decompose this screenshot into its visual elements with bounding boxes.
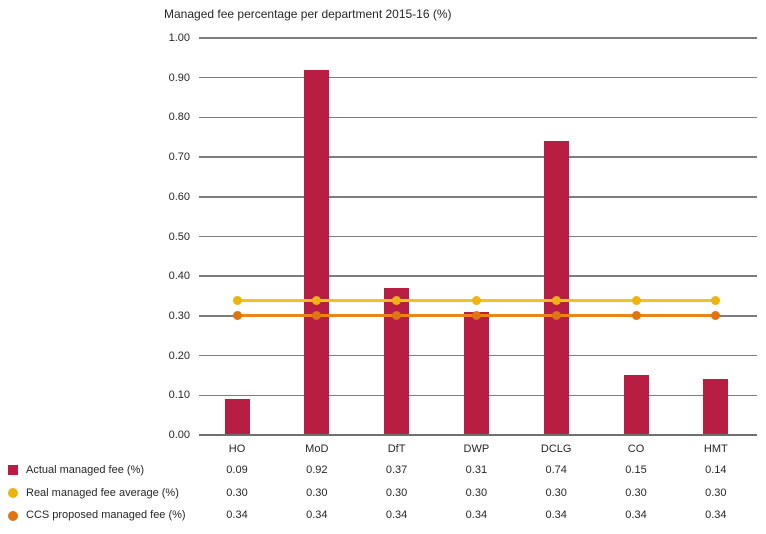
legend-swatch-circle-2 <box>8 510 18 521</box>
y-tick-label: 0.70 <box>168 151 190 164</box>
table-cell: 0.34 <box>385 509 408 521</box>
table-cell: 0.74 <box>545 464 567 476</box>
x-axis-label-MoD: MoD <box>305 442 329 455</box>
gridline <box>199 275 757 277</box>
legend-label: Actual managed fee (%) <box>26 464 145 476</box>
table-cell: 0.37 <box>385 464 408 476</box>
gridline <box>199 235 757 238</box>
chart-title: Managed fee percentage per department 20… <box>164 7 452 21</box>
table-cell: 0.92 <box>306 464 328 476</box>
x-axis-label-CO: CO <box>627 442 645 455</box>
x-axis-label-HMT: HMT <box>703 442 728 455</box>
orange-line-marker-HMT <box>711 311 721 321</box>
table-cell: 0.30 <box>465 486 488 499</box>
legend-swatch-circle-1 <box>8 487 18 498</box>
table-cell: 0.34 <box>625 509 647 521</box>
bar-DfT <box>384 288 410 435</box>
gridline <box>199 37 757 39</box>
y-tick-label: 0.50 <box>168 230 190 243</box>
table-cell: 0.31 <box>465 464 488 476</box>
x-axis-label-DfT: DfT <box>387 442 406 455</box>
y-tick-label: 0.00 <box>168 429 190 441</box>
x-axis-label-HO: HO <box>228 442 246 455</box>
y-tick-label: 0.60 <box>168 190 190 203</box>
table-cell: 0.30 <box>545 486 567 499</box>
orange-line-marker-DCLG <box>551 311 561 321</box>
table-cell: 0.34 <box>226 509 248 521</box>
y-tick-label: 1.00 <box>168 32 190 44</box>
bar-DWP <box>463 311 489 435</box>
legend-swatch-square-0 <box>8 464 18 475</box>
orange-line-marker-CO <box>631 311 641 321</box>
yellow-line-marker-DfT <box>392 295 402 305</box>
bar-DCLG <box>543 141 569 435</box>
orange-line-marker-DfT <box>392 311 402 321</box>
orange-line-marker-DWP <box>471 311 481 321</box>
y-tick-label: 0.30 <box>168 309 190 322</box>
gridline <box>199 76 757 79</box>
orange-line-marker-HO <box>232 311 242 321</box>
yellow-line-marker-HO <box>232 295 242 305</box>
orange-line-marker-MoD <box>312 311 322 321</box>
table-cell: 0.14 <box>705 464 727 476</box>
table-cell: 0.34 <box>705 509 727 521</box>
y-tick-label: 0.40 <box>168 270 190 283</box>
y-tick-label: 0.90 <box>168 71 190 84</box>
gridline <box>199 196 757 198</box>
y-tick-label: 0.10 <box>168 389 190 402</box>
legend-label: CCS proposed managed fee (%) <box>26 509 186 521</box>
bar-MoD <box>304 69 330 435</box>
table-cell: 0.09 <box>226 464 248 476</box>
x-axis-label-DWP: DWP <box>463 442 490 455</box>
y-tick-label: 0.20 <box>168 349 190 362</box>
bar-HO <box>224 399 250 435</box>
table-cell: 0.34 <box>306 509 328 521</box>
yellow-line-marker-DWP <box>471 295 481 305</box>
x-axis-label-DCLG: DCLG <box>540 442 572 455</box>
table-cell: 0.34 <box>545 509 567 521</box>
yellow-line-marker-CO <box>631 295 641 305</box>
table-cell: 0.15 <box>625 464 647 476</box>
x-axis-baseline <box>199 434 757 436</box>
table-cell: 0.30 <box>226 486 248 499</box>
table-cell: 0.30 <box>306 486 328 499</box>
bar-CO <box>623 375 649 435</box>
table-cell: 0.30 <box>705 486 727 499</box>
y-tick-label: 0.80 <box>168 111 190 124</box>
table-cell: 0.30 <box>625 486 647 499</box>
legend-label: Real managed fee average (%) <box>26 486 179 499</box>
yellow-line-marker-MoD <box>312 295 322 305</box>
gridline <box>199 116 757 119</box>
yellow-line-marker-DCLG <box>551 295 561 305</box>
table-cell: 0.34 <box>465 509 488 521</box>
bar-HMT <box>703 379 729 435</box>
yellow-line-marker-HMT <box>711 295 721 305</box>
gridline <box>199 156 757 158</box>
table-cell: 0.30 <box>385 486 408 499</box>
